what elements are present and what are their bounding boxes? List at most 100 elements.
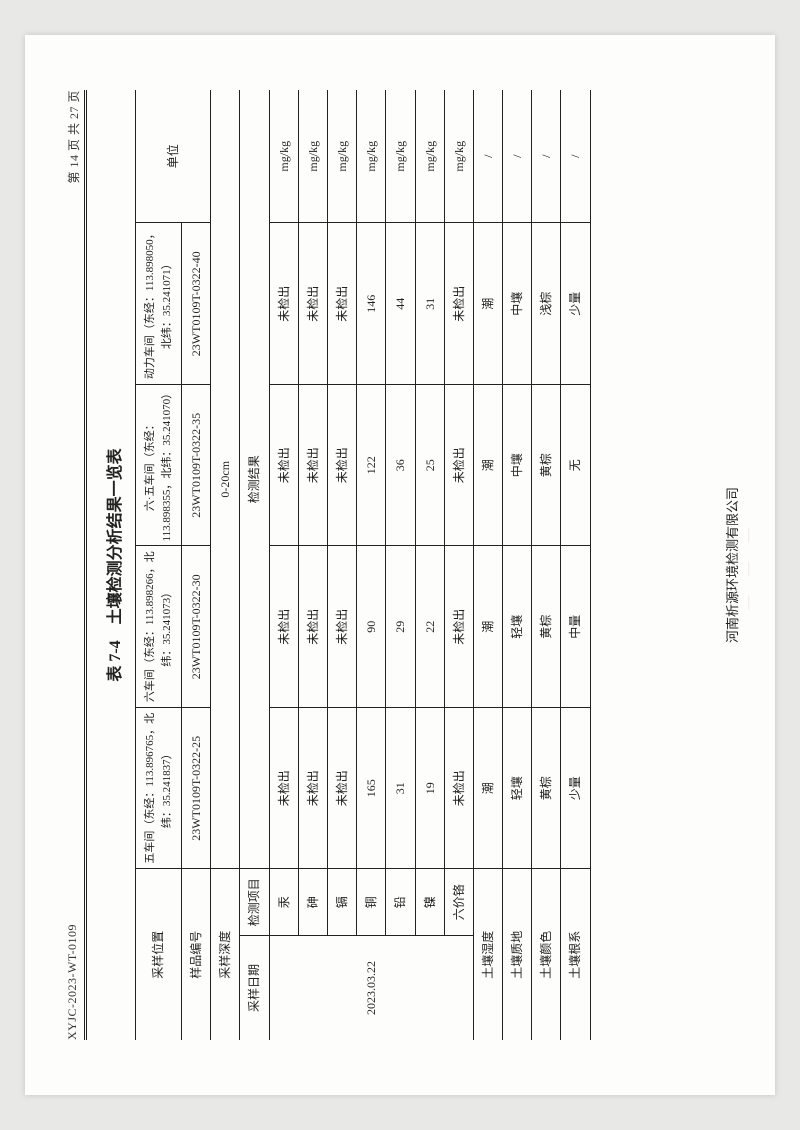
value-cell: 未检出 [444, 546, 473, 708]
table-row: 砷未检出未检出未检出未检出mg/kg [298, 90, 327, 1040]
value-cell: 黄棕 [532, 708, 561, 870]
table-title: 表 7-4 土壤检测分析结果一览表 [101, 90, 125, 1040]
item-name: 铅 [386, 869, 415, 936]
value-cell: 165 [357, 708, 386, 870]
unit-cell: mg/kg [269, 90, 298, 223]
sample-no-3: 23WT0109T-0322-40 [182, 223, 211, 385]
unit-cell: / [503, 90, 532, 223]
value-cell: 无 [561, 385, 590, 547]
value-cell: 未检出 [327, 223, 356, 385]
footer-org: 河南析源环境检测有限公司 [722, 35, 741, 1095]
item-name: 镍 [415, 869, 444, 936]
row-sample-no: 样品编号 23WT0109T-0322-25 23WT0109T-0322-30… [182, 90, 211, 1040]
value-cell: 31 [386, 708, 415, 870]
value-cell: 未检出 [444, 223, 473, 385]
unit-cell: mg/kg [415, 90, 444, 223]
item-name: 镉 [327, 869, 356, 936]
label-sample-date: 采样日期 [240, 936, 269, 1041]
extra-label: 土壤湿度 [473, 869, 502, 1040]
extra-label: 土壤颜色 [532, 869, 561, 1040]
item-rows: 2023.03.22汞未检出未检出未检出未检出mg/kg砷未检出未检出未检出未检… [269, 90, 473, 1040]
header-rule-thin [86, 90, 87, 1040]
value-cell: 轻壤 [503, 546, 532, 708]
red-seal-fragment: — — — [741, 521, 757, 610]
unit-cell: mg/kg [386, 90, 415, 223]
page: XYJC-2023-WT-0109 第 14 页 共 27 页 表 7-4 土壤… [25, 35, 775, 1095]
table-row: 2023.03.22汞未检出未检出未检出未检出mg/kg [269, 90, 298, 1040]
depth-value: 0-20cm [211, 90, 240, 869]
value-cell: 黄棕 [532, 385, 561, 547]
value-cell: 潮 [473, 385, 502, 547]
location-3: 动力车间（东经：113.898050，北纬：35.241071） [136, 223, 182, 385]
table-row: 镉未检出未检出未检出未检出mg/kg [327, 90, 356, 1040]
unit-cell: mg/kg [327, 90, 356, 223]
table-row: 土壤湿度潮潮潮潮/ [473, 90, 502, 1040]
unit-cell: mg/kg [444, 90, 473, 223]
value-cell: 未检出 [327, 385, 356, 547]
value-cell: 未检出 [269, 223, 298, 385]
location-1: 六车间（东经：113.898266，北纬：35.241073） [136, 546, 182, 708]
table-row: 镍19222531mg/kg [415, 90, 444, 1040]
value-cell: 未检出 [327, 546, 356, 708]
label-test-result: 检测结果 [240, 90, 269, 869]
value-cell: 中量 [561, 546, 590, 708]
value-cell: 未检出 [269, 385, 298, 547]
value-cell: 31 [415, 223, 444, 385]
table-row: 铅31293644mg/kg [386, 90, 415, 1040]
value-cell: 未检出 [269, 546, 298, 708]
value-cell: 25 [415, 385, 444, 547]
unit-cell: mg/kg [298, 90, 327, 223]
value-cell: 黄棕 [532, 546, 561, 708]
header-rule-thick [84, 90, 85, 1040]
value-cell: 146 [357, 223, 386, 385]
label-unit: 单位 [136, 90, 211, 223]
value-cell: 未检出 [444, 708, 473, 870]
value-cell: 90 [357, 546, 386, 708]
results-table: 采样位置 五车间（东经：113.896765，北纬：35.241837） 六车间… [135, 90, 591, 1040]
value-cell: 未检出 [298, 223, 327, 385]
value-cell: 浅棕 [532, 223, 561, 385]
table-row: 土壤质地轻壤轻壤中壤中壤/ [503, 90, 532, 1040]
value-cell: 未检出 [298, 546, 327, 708]
value-cell: 未检出 [298, 708, 327, 870]
value-cell: 少量 [561, 223, 590, 385]
doc-number: XYJC-2023-WT-0109 [65, 924, 82, 1040]
value-cell: 未检出 [444, 385, 473, 547]
value-cell: 未检出 [327, 708, 356, 870]
location-0: 五车间（东经：113.896765，北纬：35.241837） [136, 708, 182, 870]
extra-rows: 土壤湿度潮潮潮潮/土壤质地轻壤轻壤中壤中壤/土壤颜色黄棕黄棕黄棕浅棕/土壤根系少… [473, 90, 590, 1040]
table-row: 铜16590122146mg/kg [357, 90, 386, 1040]
row-head: 采样日期 检测项目 检测结果 [240, 90, 269, 1040]
value-cell: 中壤 [503, 385, 532, 547]
date-cell: 2023.03.22 [269, 936, 473, 1041]
page-number: 第 14 页 共 27 页 [65, 90, 82, 184]
value-cell: 29 [386, 546, 415, 708]
table-row: 土壤根系少量中量无少量/ [561, 90, 590, 1040]
value-cell: 122 [357, 385, 386, 547]
item-name: 铜 [357, 869, 386, 936]
extra-label: 土壤根系 [561, 869, 590, 1040]
label-test-item: 检测项目 [240, 869, 269, 936]
unit-cell: / [532, 90, 561, 223]
unit-cell: mg/kg [357, 90, 386, 223]
sample-no-0: 23WT0109T-0322-25 [182, 708, 211, 870]
value-cell: 22 [415, 546, 444, 708]
sample-no-1: 23WT0109T-0322-30 [182, 546, 211, 708]
value-cell: 44 [386, 223, 415, 385]
item-name: 六价铬 [444, 869, 473, 936]
row-depth: 采样深度 0-20cm [211, 90, 240, 1040]
value-cell: 潮 [473, 223, 502, 385]
item-name: 汞 [269, 869, 298, 936]
value-cell: 未检出 [298, 385, 327, 547]
value-cell: 潮 [473, 708, 502, 870]
label-sample-depth: 采样深度 [211, 869, 240, 1040]
value-cell: 19 [415, 708, 444, 870]
unit-cell: / [561, 90, 590, 223]
value-cell: 潮 [473, 546, 502, 708]
value-cell: 轻壤 [503, 708, 532, 870]
item-name: 砷 [298, 869, 327, 936]
value-cell: 少量 [561, 708, 590, 870]
row-location: 采样位置 五车间（东经：113.896765，北纬：35.241837） 六车间… [136, 90, 182, 1040]
table-row: 土壤颜色黄棕黄棕黄棕浅棕/ [532, 90, 561, 1040]
value-cell: 36 [386, 385, 415, 547]
